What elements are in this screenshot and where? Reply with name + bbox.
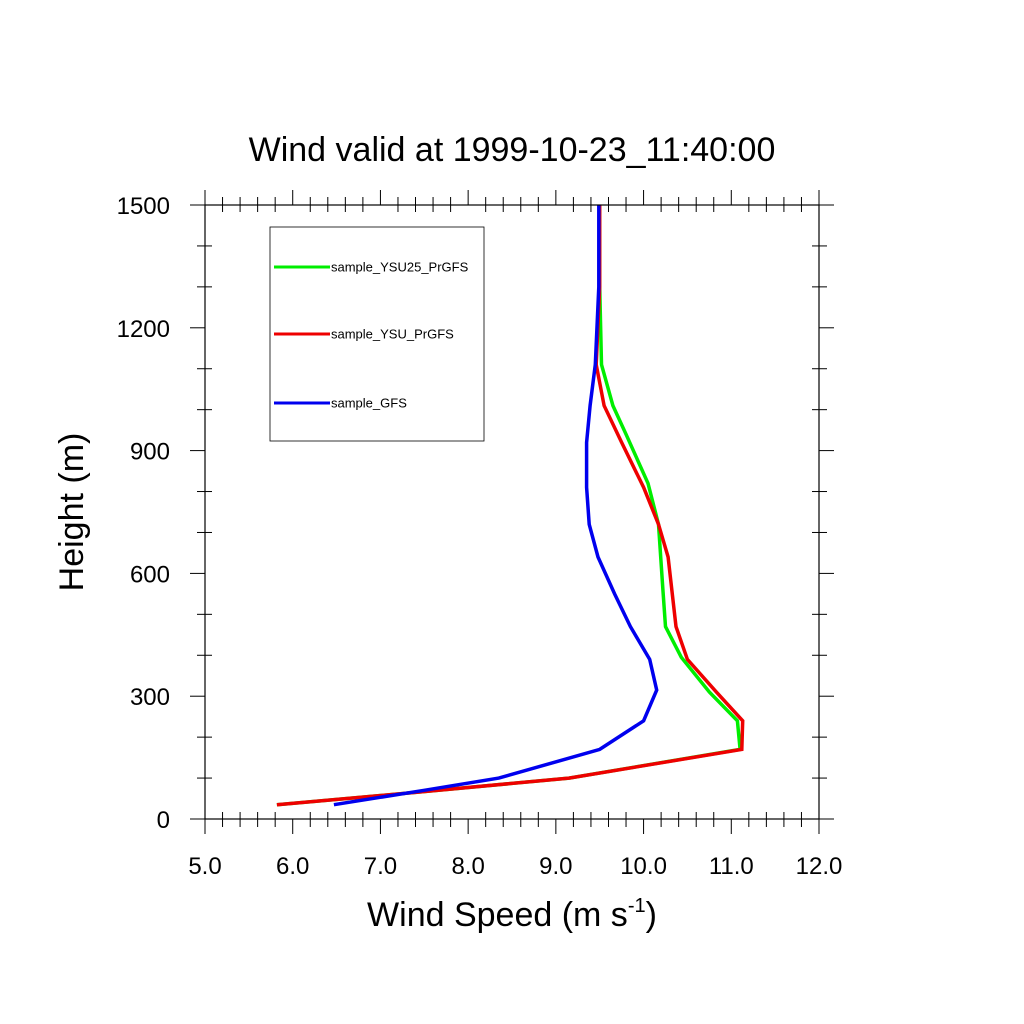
x-axis-title-end: ) [646,896,657,934]
series-line [333,205,659,807]
x-tick-label: 10.0 [620,853,667,880]
x-tick-label: 9.0 [539,853,572,880]
x-tick-label: 8.0 [451,853,484,880]
series-line [276,205,745,807]
y-tick-label: 0 [157,807,170,834]
y-axis-title: Height (m) [53,433,91,592]
x-axis-title-main: Wind Speed (m s [367,896,628,934]
plot-frame [204,204,820,820]
legend-label: sample_YSU_PrGFS [331,327,454,342]
legend-label: sample_YSU25_PrGFS [331,260,469,275]
x-tick-label: 5.0 [188,853,221,880]
x-tick-label: 6.0 [276,853,309,880]
legend: sample_YSU25_PrGFS sample_YSU_PrGFSsample… [269,226,485,442]
y-tick-label: 600 [130,561,170,588]
chart-title: Wind valid at 1999-10-23_11:40:00 [249,131,776,169]
y-tick-label: 1500 [117,193,170,220]
series-lines [276,205,745,807]
axis-tick-labels: 5.0 6.0 7.0 8.0 9.0 10.0 11.0 12.0 0 300 600 900 120… [117,193,843,880]
x-tick-label: 12.0 [796,853,843,880]
x-axis-title-superscript: -1 [628,895,646,917]
x-tick-label: 11.0 [709,853,754,880]
y-tick-label: 300 [130,684,170,711]
x-axis-title: Wind Speed (m s-1) [367,895,657,934]
y-tick-label: 1200 [117,316,170,343]
legend-label: sample_GFS [331,396,407,411]
x-tick-label: 7.0 [364,853,397,880]
y-tick-label: 900 [130,439,170,466]
axis-ticks [190,190,834,834]
